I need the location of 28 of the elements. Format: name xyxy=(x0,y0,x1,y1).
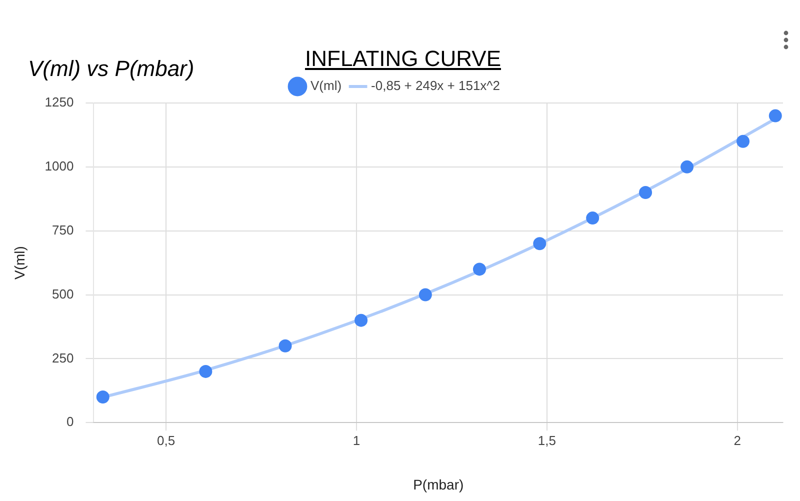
y-tick-label: 250 xyxy=(52,350,74,366)
y-tick-label: 750 xyxy=(52,222,74,238)
y-tick-label: 0 xyxy=(66,414,74,430)
point xyxy=(639,186,652,199)
x-tick-label: 2 xyxy=(734,432,741,448)
point xyxy=(96,390,110,404)
chart-subtitle: V(ml) vs P(mbar) xyxy=(28,56,194,82)
x-tick-label: 1,5 xyxy=(538,432,556,448)
y-tick-label: 1250 xyxy=(44,94,74,110)
point xyxy=(354,314,368,327)
point xyxy=(418,288,432,302)
point xyxy=(736,134,750,148)
point xyxy=(768,109,782,122)
x-tick-label: 1 xyxy=(352,432,360,448)
point xyxy=(278,339,292,352)
chart-title: INFLATING CURVE xyxy=(305,46,501,71)
y-tick-label: 500 xyxy=(52,286,74,302)
x-tick-label: 0,5 xyxy=(157,432,176,448)
legend-label: -0,85 + 249x + 151x^2 xyxy=(371,78,500,94)
point xyxy=(199,364,212,378)
point xyxy=(586,212,600,225)
y-axis-title: V(ml) xyxy=(11,246,28,280)
legend-label: V(ml) xyxy=(310,78,342,94)
point xyxy=(533,237,546,250)
x-axis-title: P(mbar) xyxy=(413,476,464,492)
point xyxy=(472,262,486,276)
y-tick-label: 1000 xyxy=(44,158,74,174)
point xyxy=(680,160,694,174)
